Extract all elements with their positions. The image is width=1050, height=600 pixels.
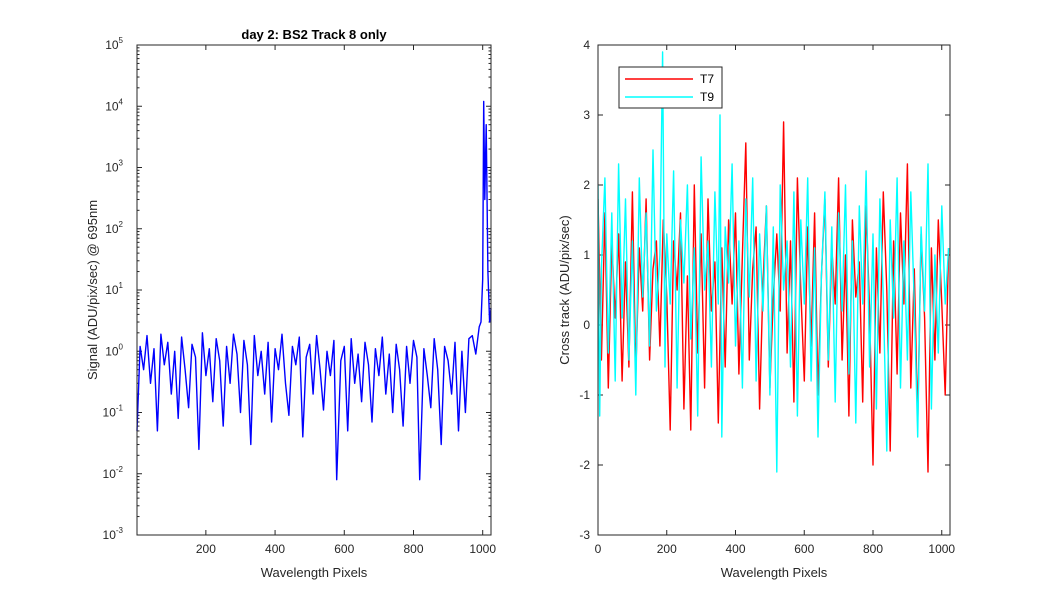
y-tick-base: 10 [103, 406, 117, 420]
y-tick-exp: 1 [119, 281, 124, 290]
x-tick-label: 0 [595, 542, 602, 556]
y-tick-label: 10-1 [103, 404, 124, 420]
y-tick-base: 10 [105, 222, 119, 236]
y-tick-exp: 5 [119, 36, 124, 45]
y-tick-base: 10 [105, 344, 119, 358]
x-axis-label: Wavelength Pixels [261, 565, 368, 580]
y-tick-base: 10 [105, 161, 119, 175]
axes-box [136, 44, 492, 536]
y-tick-exp: -1 [116, 404, 124, 413]
y-tick-labels: -3 -2 -1 0 1 2 3 4 [579, 38, 590, 542]
series-line-t9 [598, 51, 950, 473]
y-axis-label: Cross track (ADU/pix/sec) [557, 215, 572, 365]
x-tick-label: 1000 [928, 542, 955, 556]
y-tick-label: 2 [583, 178, 590, 192]
x-tick-label: 1000 [469, 542, 496, 556]
y-tick-label: 101 [105, 281, 123, 297]
chart-title: day 2: BS2 Track 8 only [241, 27, 387, 42]
series-lines [136, 100, 492, 481]
x-tick-label: 400 [725, 542, 745, 556]
y-tick-base: 10 [105, 283, 119, 297]
series-lines [598, 51, 950, 473]
x-tick-label: 800 [403, 542, 423, 556]
x-tick-label: 200 [657, 542, 677, 556]
x-tick-label: 600 [334, 542, 354, 556]
y-tick-exp: 4 [119, 97, 124, 106]
x-tick-label: 400 [265, 542, 285, 556]
y-tick-label: 100 [105, 342, 123, 358]
x-tick-labels: 200 400 600 800 1000 [196, 542, 497, 556]
y-tick-base: 10 [103, 528, 117, 542]
y-tick-label: 1 [583, 248, 590, 262]
chart-right: -3 -2 -1 0 1 2 3 4 0 200 400 600 800 1000 Wavelength… [557, 38, 955, 580]
x-tick-label: 800 [863, 542, 883, 556]
x-tick-label: 600 [794, 542, 814, 556]
axes-box [597, 44, 951, 536]
y-tick-label: 105 [105, 36, 123, 52]
y-tick-label: 103 [105, 159, 123, 175]
x-tick-label: 200 [196, 542, 216, 556]
y-tick-base: 10 [105, 99, 119, 113]
y-tick-label: 0 [583, 318, 590, 332]
y-axis-label: Signal (ADU/pix/sec) @ 695nm [85, 200, 100, 380]
series-line-0 [136, 100, 492, 481]
y-tick-exp: -3 [116, 526, 124, 535]
y-tick-base: 10 [103, 467, 117, 481]
y-tick-label: 10-2 [103, 465, 124, 481]
y-tick-label: -3 [579, 528, 590, 542]
plot-area [137, 45, 491, 535]
y-tick-label: 102 [105, 220, 123, 236]
y-tick-label: 3 [583, 108, 590, 122]
y-tick-label: 10-3 [103, 526, 124, 542]
legend: T7 T9 [618, 66, 723, 109]
y-tick-exp: 2 [119, 220, 124, 229]
y-tick-label: -1 [579, 388, 590, 402]
x-axis-label: Wavelength Pixels [721, 565, 828, 580]
legend-box [618, 66, 723, 109]
series-line-t7 [598, 121, 950, 473]
y-tick-base: 10 [105, 38, 119, 52]
legend-label-t7: T7 [700, 72, 714, 86]
y-tick-exp: -2 [116, 465, 124, 474]
y-tick-label: 104 [105, 97, 123, 113]
x-tick-labels: 0 200 400 600 800 1000 [595, 542, 956, 556]
y-tick-label: 4 [583, 38, 590, 52]
y-tick-exp: 0 [119, 342, 124, 351]
y-tick-exp: 3 [119, 159, 124, 168]
legend-label-t9: T9 [700, 90, 714, 104]
y-tick-label: -2 [579, 458, 590, 472]
